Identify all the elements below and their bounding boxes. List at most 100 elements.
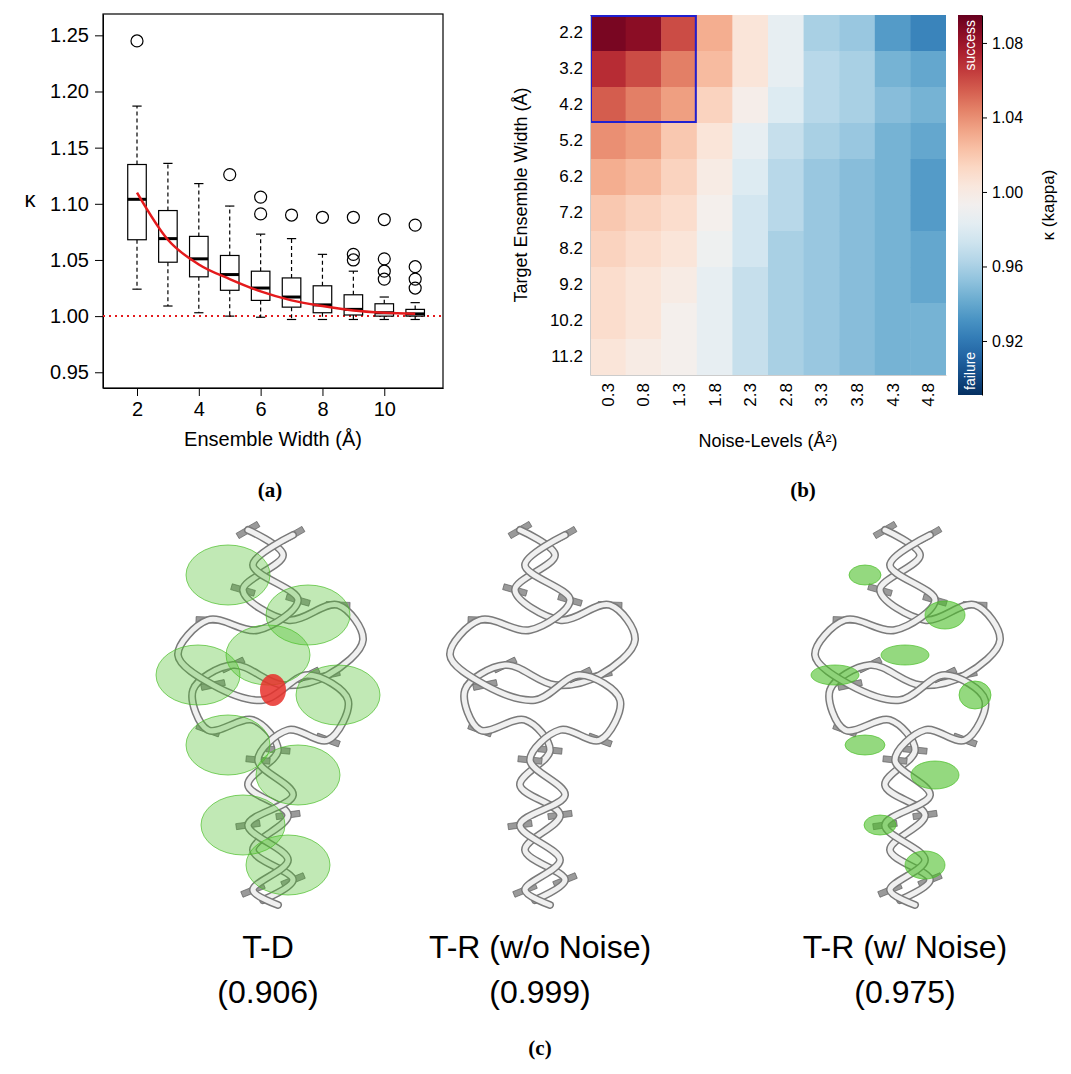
cell <box>732 15 768 52</box>
axis: 0.30.81.31.82.32.83.33.84.34.8 <box>591 375 947 407</box>
outlier <box>286 209 298 221</box>
tick-label: 8 <box>317 398 328 420</box>
cell <box>768 15 804 52</box>
tick-label: 11.2 <box>551 347 583 366</box>
cell <box>910 87 946 124</box>
whisker-cap <box>256 234 265 235</box>
whisker <box>198 277 199 313</box>
cell <box>839 123 875 160</box>
tick: 1.15 <box>50 137 103 159</box>
cell <box>768 195 804 232</box>
cell <box>910 15 946 52</box>
whisker-cap <box>287 319 296 320</box>
cell <box>732 339 768 375</box>
axis-line <box>104 388 444 389</box>
cell <box>875 267 911 304</box>
backbone-outline <box>815 535 985 905</box>
tick-mark <box>982 266 987 267</box>
box-body <box>251 271 270 300</box>
colorbar-title: κ (kappa) <box>1039 170 1058 241</box>
tick: 11.2 <box>551 347 590 366</box>
cell <box>839 231 875 268</box>
density-blob <box>911 761 959 789</box>
density-blob <box>186 545 270 605</box>
whisker-cap <box>318 319 327 320</box>
whisker-cap <box>132 105 141 106</box>
cell <box>697 51 733 88</box>
axis-line <box>591 375 947 376</box>
axis: 0.920.961.001.041.08 <box>982 16 1023 396</box>
figure: 0.951.001.051.101.151.201.25246810Ensemb… <box>0 0 1071 1074</box>
cell <box>697 339 733 375</box>
axis: 2.23.24.25.26.27.28.29.210.211.2 <box>550 16 591 376</box>
tick-mark <box>95 148 103 149</box>
axis: 246810 <box>104 388 444 420</box>
cell <box>626 159 662 196</box>
cell <box>804 87 840 124</box>
tick: 1.00 <box>982 184 1023 201</box>
cell <box>839 15 875 52</box>
tick: 3.3 <box>812 375 831 407</box>
caption: T-R (w/o Noise) <box>429 929 651 965</box>
tick: 1.8 <box>706 375 725 407</box>
cell <box>697 231 733 268</box>
axis-title: Target Ensemble Width (Å) <box>511 87 531 302</box>
cell <box>839 159 875 196</box>
cell <box>626 123 662 160</box>
tick-label: 1.20 <box>50 80 89 102</box>
tick-label: 0.95 <box>50 361 89 383</box>
tick-label: 1.00 <box>50 305 89 327</box>
tick-mark <box>137 388 138 396</box>
median <box>128 198 147 201</box>
tick: 3.2 <box>559 59 590 78</box>
tick-mark <box>384 388 385 396</box>
tick-mark <box>322 388 323 396</box>
cell <box>804 15 840 52</box>
tick: 4 <box>194 388 205 420</box>
tick-label: 1.3 <box>670 383 689 407</box>
structure-render <box>156 521 380 905</box>
tick: 5.2 <box>559 131 590 150</box>
cell <box>804 339 840 375</box>
box-body <box>313 286 332 313</box>
cell <box>875 123 911 160</box>
cell <box>661 267 697 304</box>
cell <box>804 303 840 340</box>
cell <box>875 339 911 375</box>
tick-mark <box>261 388 262 396</box>
tick-label: 2.3 <box>741 383 760 407</box>
cell <box>768 123 804 160</box>
cell <box>910 123 946 160</box>
axis-title: Ensemble Width (Å) <box>184 428 362 450</box>
tick: 2.3 <box>741 375 760 407</box>
whisker-cap <box>380 296 389 297</box>
cell <box>732 51 768 88</box>
outlier <box>409 261 421 273</box>
colorbar <box>958 15 982 395</box>
cell <box>804 123 840 160</box>
cell <box>910 195 946 232</box>
tick: 6.2 <box>559 167 590 186</box>
tick-label: 4.2 <box>559 95 583 114</box>
tick: 1.10 <box>50 193 103 215</box>
tick: 4.2 <box>559 95 590 114</box>
box <box>375 214 394 320</box>
tick: 2 <box>132 388 143 420</box>
tick-label: 6 <box>256 398 267 420</box>
whisker <box>167 163 168 210</box>
axis-line <box>103 15 104 389</box>
tick-label: 4.3 <box>884 383 903 407</box>
whisker <box>353 271 354 295</box>
score: (0.975) <box>854 974 955 1010</box>
cell <box>697 303 733 340</box>
tick-label: 2.8 <box>777 383 796 407</box>
cell <box>590 339 626 375</box>
panel-label: (c) <box>528 1036 551 1060</box>
cell <box>732 123 768 160</box>
density-blob <box>905 851 945 879</box>
whisker <box>229 290 230 316</box>
tick-mark <box>95 372 103 373</box>
cell <box>875 231 911 268</box>
axis-title: κ <box>25 187 37 212</box>
tick-label: 4 <box>194 398 205 420</box>
